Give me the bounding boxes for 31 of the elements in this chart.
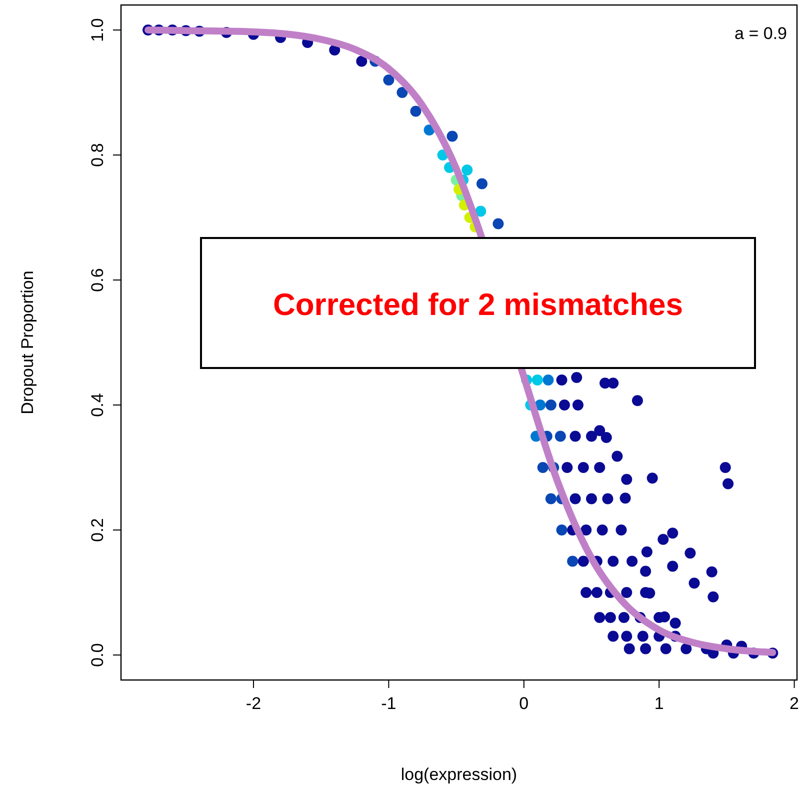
point	[556, 524, 568, 536]
point	[492, 218, 504, 230]
y-tick-label: 0.4	[88, 393, 107, 417]
x-tick-label: 0	[519, 694, 529, 713]
point	[567, 556, 578, 567]
x-tick-label: 1	[654, 694, 664, 713]
point	[545, 400, 556, 410]
point	[462, 164, 473, 176]
x-tick-label: -1	[381, 694, 396, 713]
point	[537, 462, 548, 473]
y-axis-title: Dropout Proportion	[18, 270, 37, 414]
point	[383, 74, 394, 86]
x-tick-label: -2	[246, 694, 262, 713]
y-tick-label: 0.0	[88, 643, 107, 667]
y-tick-label: 0.6	[88, 268, 107, 292]
y-tick-label: 0.2	[88, 518, 107, 542]
point	[545, 493, 556, 504]
point	[446, 130, 458, 142]
y-tick-label: 0.8	[88, 143, 107, 167]
annotation: Corrected for 2 mismatches	[272, 287, 684, 322]
point	[410, 106, 422, 117]
x-axis-title: log(expression)	[400, 765, 518, 784]
point	[396, 87, 408, 98]
point	[542, 374, 554, 386]
y-tick-label: 1.0	[88, 18, 107, 42]
point	[475, 206, 486, 217]
point	[476, 178, 488, 190]
annotation: a = 0.9	[734, 24, 787, 43]
point	[532, 374, 543, 386]
x-tick-label: 2	[790, 694, 800, 713]
point	[554, 430, 566, 442]
